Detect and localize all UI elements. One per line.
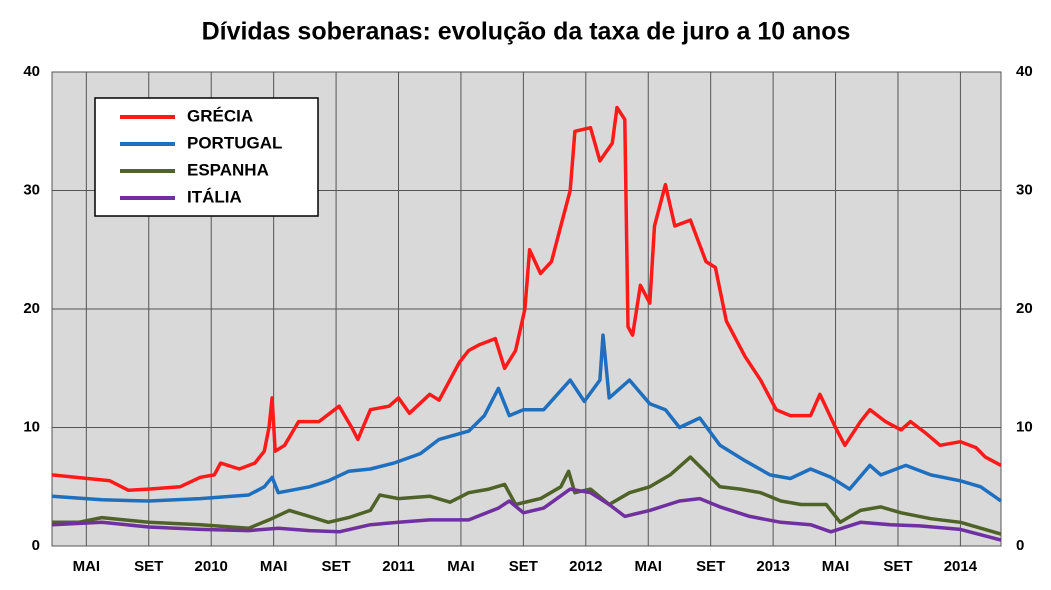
y2-tick-label: 10 xyxy=(1016,418,1033,435)
y2-tick-label: 40 xyxy=(1016,63,1033,80)
x-tick-label: 2010 xyxy=(195,558,228,575)
y2-tick-label: 0 xyxy=(1016,537,1024,554)
x-tick-label: SET xyxy=(883,558,912,575)
x-tick-label: 2013 xyxy=(756,558,789,575)
chart-title: Dívidas soberanas: evolução da taxa de j… xyxy=(202,18,851,46)
series-line xyxy=(52,455,1002,536)
legend-label: ESPANHA xyxy=(187,160,269,179)
legend-label: ITÁLIA xyxy=(187,187,242,206)
x-tick-label: SET xyxy=(696,558,725,575)
y2-tick-label: 30 xyxy=(1016,181,1033,198)
x-tick-label: 2011 xyxy=(382,558,415,575)
x-tick-label: 2012 xyxy=(569,558,602,575)
y-tick-label: 20 xyxy=(23,300,40,317)
y-tick-label: 0 xyxy=(32,537,40,554)
y-tick-label: 40 xyxy=(23,63,40,80)
x-tick-label: SET xyxy=(134,558,163,575)
legend-label: PORTUGAL xyxy=(187,133,282,152)
legend-label: GRÉCIA xyxy=(187,106,253,125)
x-tick-label: MAI xyxy=(447,558,475,575)
series-line xyxy=(51,333,1003,503)
series-line xyxy=(51,487,1002,542)
x-tick-label: SET xyxy=(321,558,350,575)
y2-tick-label: 20 xyxy=(1016,300,1033,317)
x-tick-label: MAI xyxy=(73,558,101,575)
series-line xyxy=(51,105,1002,493)
y-tick-label: 30 xyxy=(23,181,40,198)
x-tick-label: MAI xyxy=(634,558,662,575)
x-tick-label: MAI xyxy=(260,558,288,575)
y-tick-label: 10 xyxy=(23,418,40,435)
x-tick-label: SET xyxy=(509,558,538,575)
x-tick-label: 2014 xyxy=(944,558,978,575)
x-tick-label: MAI xyxy=(822,558,850,575)
